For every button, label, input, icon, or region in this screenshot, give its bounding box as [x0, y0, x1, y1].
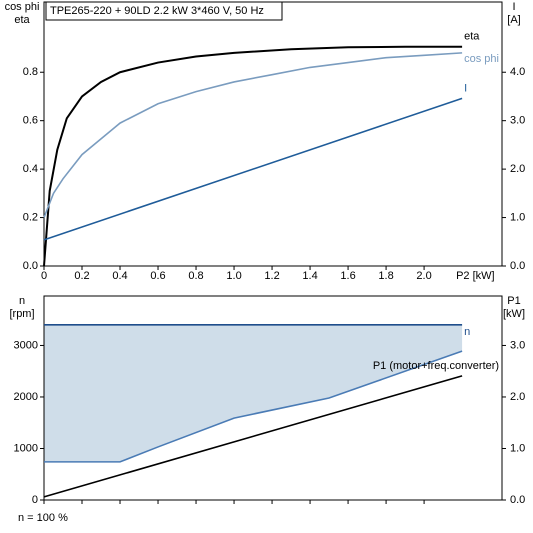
note: n = 100 %	[18, 512, 68, 524]
x-tick-label: 1.8	[378, 270, 393, 282]
x-tick-label: 1.0	[226, 270, 241, 282]
y-axis-label: [rpm]	[9, 308, 34, 320]
y-axis-label: eta	[14, 14, 30, 26]
series-label: n	[464, 326, 470, 338]
series-label: eta	[464, 31, 480, 43]
y-tick-label: 1000	[14, 442, 38, 454]
y2-tick-label: 2.0	[510, 163, 525, 175]
y2-tick-label: 2.0	[510, 391, 525, 403]
y-tick-label: 0	[32, 494, 38, 506]
x-tick-label: 0.2	[74, 270, 89, 282]
x-tick-label: 1.6	[340, 270, 355, 282]
panel: 01000200030000.01.02.03.0n[rpm]P1[kW]nP1…	[9, 295, 525, 524]
panel: 0.0 0.2 0.4 0.6 0.8 0.0 1.0 2.0 3.0 4.0 0 0.2 0.4 0.6…	[5, 1, 526, 282]
series-label: cos phi	[464, 53, 499, 65]
y-axis-label: n	[19, 295, 25, 307]
x-tick-label: 0	[41, 270, 47, 282]
series-line	[43, 97, 463, 241]
y-tick-label: 0.4	[23, 163, 38, 175]
x-tick-label: 0.6	[150, 270, 165, 282]
x-tick-label: 2.0	[416, 270, 431, 282]
y-tick-label: 0.6	[23, 115, 38, 127]
plot-frame	[43, 1, 503, 267]
series-label: I	[464, 82, 467, 94]
x-tick-label: 0.4	[112, 270, 127, 282]
y2-tick-label: 4.0	[510, 66, 525, 78]
chart-title: TPE265-220 + 90LD 2.2 kW 3*460 V, 50 Hz	[50, 5, 264, 17]
y2-tick-label: 0.0	[510, 494, 525, 506]
y2-axis-label: P1	[507, 295, 520, 307]
x-axis-label: P2 [kW]	[456, 270, 495, 282]
y-tick-label: 2000	[14, 391, 38, 403]
y2-tick-label: 3.0	[510, 115, 525, 127]
y2-tick-label: 1.0	[510, 442, 525, 454]
series-line	[43, 45, 463, 267]
y2-axis-label: [A]	[507, 14, 520, 26]
y2-axis-label: [kW]	[503, 308, 525, 320]
series-line	[43, 52, 463, 218]
y-tick-label: 0.2	[23, 211, 38, 223]
y-tick-label: 3000	[14, 339, 38, 351]
y2-axis-label: I	[512, 1, 515, 13]
series-line	[44, 350, 463, 463]
plot-frame	[43, 295, 503, 501]
x-tick-label: 1.2	[264, 270, 279, 282]
series-label: P1 (motor+freq.converter)	[373, 360, 499, 372]
band-fill	[44, 324, 463, 462]
y2-tick-label: 0.0	[510, 260, 525, 272]
y-tick-label: 0.0	[23, 260, 38, 272]
y2-tick-label: 3.0	[510, 339, 525, 351]
y2-tick-label: 1.0	[510, 211, 525, 223]
y-tick-label: 0.8	[23, 66, 38, 78]
x-tick-label: 0.8	[188, 270, 203, 282]
title-box	[45, 1, 283, 21]
x-tick-label: 1.4	[302, 270, 317, 282]
y-axis-label: cos phi	[5, 1, 40, 13]
series-line	[43, 375, 463, 498]
